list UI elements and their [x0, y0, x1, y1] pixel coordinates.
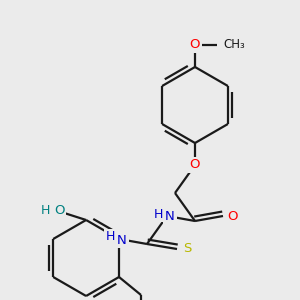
Text: O: O — [190, 38, 200, 52]
Text: S: S — [183, 242, 191, 256]
Text: O: O — [190, 158, 200, 172]
Text: N: N — [165, 211, 175, 224]
Text: CH₃: CH₃ — [223, 38, 245, 52]
Text: O: O — [54, 203, 64, 217]
Text: O: O — [228, 209, 238, 223]
Text: H: H — [154, 208, 163, 220]
Text: H: H — [106, 230, 115, 244]
Text: N: N — [117, 233, 127, 247]
Text: H: H — [41, 203, 50, 217]
